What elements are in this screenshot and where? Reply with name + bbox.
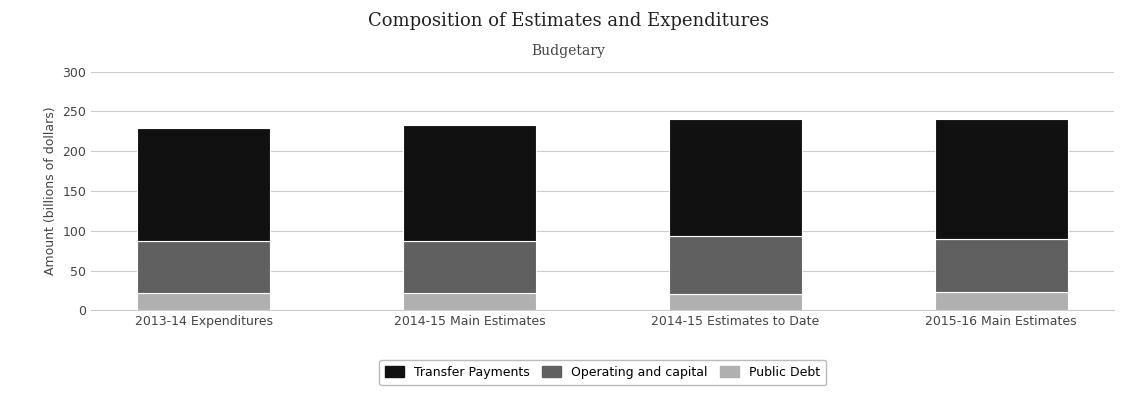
Bar bbox=[404, 125, 537, 241]
Bar bbox=[138, 293, 271, 310]
Bar bbox=[669, 236, 802, 294]
Bar bbox=[935, 119, 1068, 239]
Bar bbox=[404, 241, 537, 293]
Text: Budgetary: Budgetary bbox=[532, 44, 605, 58]
Bar bbox=[138, 241, 271, 293]
Bar bbox=[669, 119, 802, 236]
Bar bbox=[138, 128, 271, 241]
Bar bbox=[935, 239, 1068, 292]
Bar bbox=[935, 292, 1068, 310]
Text: Composition of Estimates and Expenditures: Composition of Estimates and Expenditure… bbox=[368, 12, 769, 30]
Legend: Transfer Payments, Operating and capital, Public Debt: Transfer Payments, Operating and capital… bbox=[379, 360, 827, 385]
Y-axis label: Amount (billions of dollars): Amount (billions of dollars) bbox=[43, 107, 57, 275]
Bar bbox=[669, 294, 802, 310]
Bar bbox=[404, 293, 537, 310]
